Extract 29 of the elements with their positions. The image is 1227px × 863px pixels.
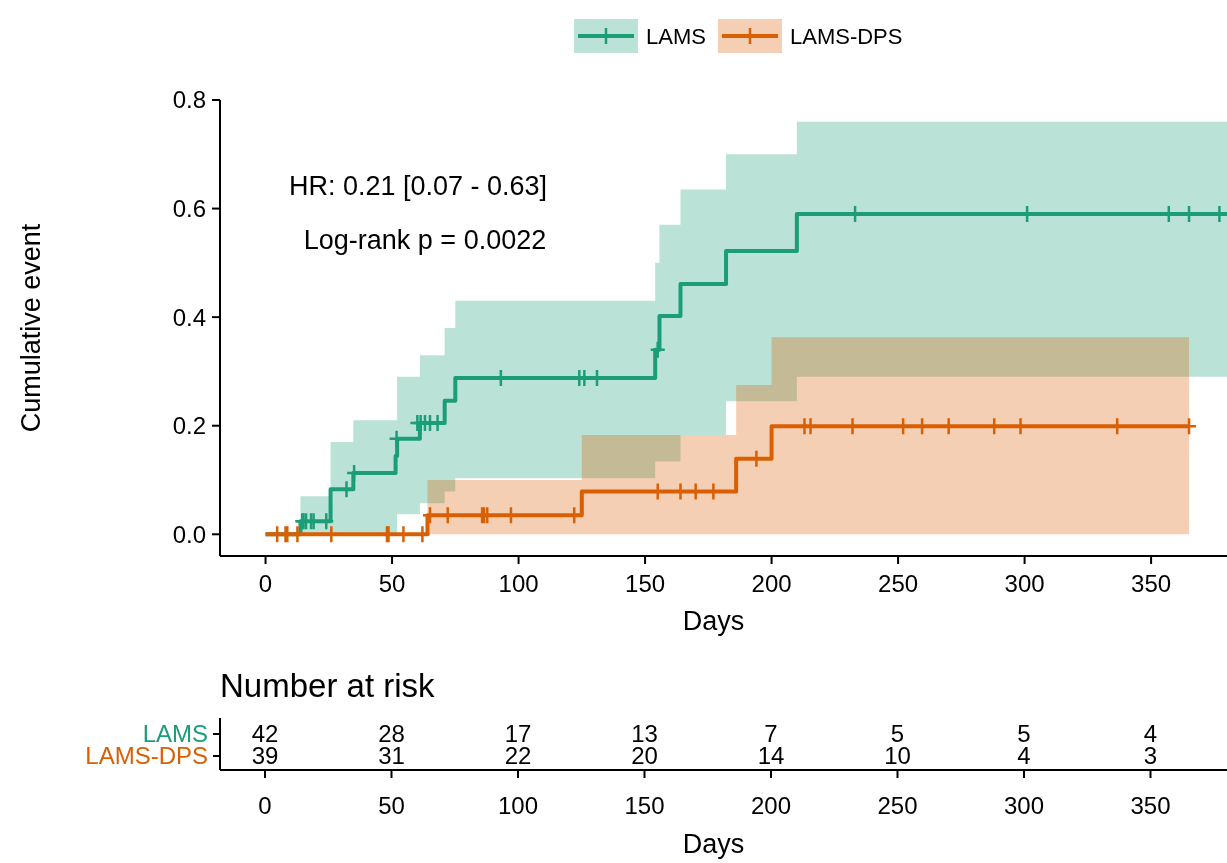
x-axis-title: Days bbox=[682, 829, 745, 859]
x-tick-label: 300 bbox=[1003, 792, 1045, 819]
x-tick-label: 50 bbox=[378, 570, 406, 597]
y-axis-title: Cumulative event bbox=[16, 223, 46, 433]
x-tick-label: 150 bbox=[624, 792, 665, 819]
x-tick-label: 100 bbox=[498, 570, 539, 597]
y-tick-label: 0.8 bbox=[172, 86, 206, 114]
chart-title: Number at risk bbox=[220, 667, 436, 704]
x-tick-label: 0 bbox=[258, 570, 273, 597]
x-tick-label: 200 bbox=[751, 570, 792, 597]
x-tick-label: 250 bbox=[878, 570, 919, 597]
y-tick-label: 0.4 bbox=[172, 303, 206, 331]
x-tick-label: 0 bbox=[258, 792, 272, 819]
x-tick-label: 350 bbox=[1131, 570, 1172, 597]
y-tick-label: 0.0 bbox=[172, 520, 206, 548]
y-tick-label: 0.6 bbox=[172, 194, 206, 222]
x-tick-label: 100 bbox=[497, 792, 539, 819]
x-tick-label: 150 bbox=[625, 570, 666, 597]
x-axis-title: Days bbox=[682, 606, 745, 636]
y-tick-label: 0.2 bbox=[172, 412, 206, 440]
x-tick-label: 350 bbox=[1130, 792, 1171, 819]
x-tick-label: 50 bbox=[378, 792, 405, 819]
legend-label: LAMS-DPS bbox=[790, 23, 903, 49]
x-tick-label: 300 bbox=[1004, 570, 1045, 597]
annotation: Log-rank p = 0.0022 bbox=[303, 225, 547, 255]
x-tick-label: 250 bbox=[877, 792, 918, 819]
x-tick-label: 200 bbox=[750, 792, 792, 819]
annotation: HR: 0.21 [0.07 - 0.63] bbox=[288, 171, 548, 201]
legend-label: LAMS bbox=[646, 23, 706, 49]
